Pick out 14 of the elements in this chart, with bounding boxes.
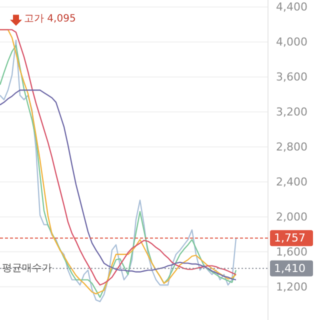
y-tick-label: 2,800: [276, 140, 308, 154]
ref-line-label: 1,410: [274, 262, 306, 275]
annotation: 평균매수가: [2, 262, 52, 274]
y-tick-label: 3,200: [276, 105, 308, 118]
annotation: 고가 4,095: [24, 14, 76, 25]
line-series: [0, 90, 237, 280]
ref-line-label: 1,757: [274, 232, 306, 245]
y-tick-label: 1,600: [276, 245, 308, 258]
y-tick-label: 1,200: [276, 280, 308, 294]
y-tick-label: 4,000: [276, 35, 308, 48]
y-tick-label: 3,600: [276, 70, 308, 84]
y-tick-label: 4,400: [276, 0, 308, 14]
y-tick-label: 2,400: [276, 175, 308, 188]
y-tick-label: 2,000: [276, 210, 308, 224]
